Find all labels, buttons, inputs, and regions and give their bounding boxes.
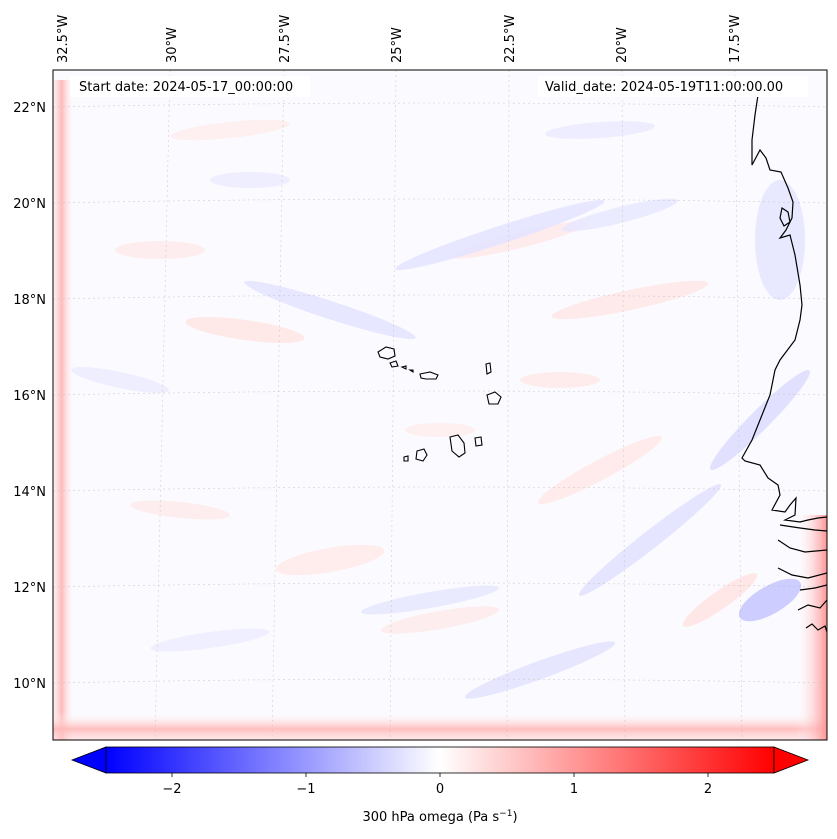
start-date-label: Start date: 2024-05-17_00:00:00 [79,80,293,95]
lat-label-20n: 20°N [13,197,46,212]
colorbar-tick-2: 2 [704,782,712,797]
colorbar-min-extend-arrow [70,746,107,774]
colorbar-max-extend-arrow [773,746,810,774]
lat-label-14n: 14°N [13,485,46,500]
map-frame [52,69,828,741]
colorbar-label: 300 hPa omega (Pa s−1) [362,809,517,825]
graticule [53,70,827,740]
lon-label-30w: 30°W [165,27,180,63]
lat-label-10n: 10°N [13,677,46,692]
lon-label-32-5w: 32.5°W [56,15,71,63]
lon-label-17-5w: 17.5°W [728,15,743,63]
colorbar-tick-minus2: −2 [162,782,181,797]
longitude-labels: 32.5°W 30°W 27.5°W 25°W 22.5°W 20°W 17.5… [56,15,743,63]
map-panel: Start date: 2024-05-17_00:00:00 Valid_da… [53,70,827,740]
lat-label-16n: 16°N [13,389,46,404]
left-edge-positive-band [53,80,75,740]
bottom-edge-positive-band [53,712,827,740]
colorbar-tick-1: 1 [570,782,578,797]
colorbar-tick-0: 0 [436,782,444,797]
valid-date-box [538,76,808,97]
lat-label-12n: 12°N [13,581,46,596]
field-background [53,70,827,740]
lat-label-22n: 22°N [13,101,46,116]
cape-verde-islands [377,346,502,462]
start-date-box [70,76,310,97]
colorbar-tick-minus1: −1 [296,782,315,797]
colorbar: −2 −1 0 1 2 300 hPa omega (Pa s−1) [70,746,810,825]
latitude-labels: 22°N 20°N 18°N 16°N 14°N 12°N 10°N [13,101,46,692]
lon-label-22-5w: 22.5°W [503,15,518,63]
colorbar-bar [105,746,775,774]
omega-field [53,80,827,740]
lat-label-18n: 18°N [13,293,46,308]
lon-label-25w: 25°W [390,27,405,63]
valid-date-label: Valid_date: 2024-05-19T11:00:00.00 [545,80,783,95]
lon-label-20w: 20°W [615,27,630,63]
lon-label-27-5w: 27.5°W [278,15,293,63]
african-coastline [741,94,827,633]
